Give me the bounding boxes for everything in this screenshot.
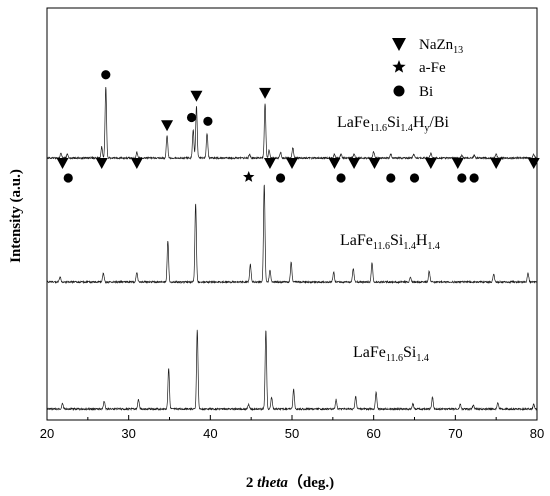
legend-triangle-icon (392, 38, 406, 51)
nazn13-marker (286, 158, 298, 169)
x-tick-label: 20 (40, 426, 54, 441)
nazn13-marker (56, 158, 69, 169)
x-axis-title: 2 theta（deg.) (246, 473, 334, 491)
nazn13-marker (328, 158, 341, 169)
pattern-traces (46, 86, 538, 412)
nazn13-marker (190, 90, 203, 102)
bi-marker (409, 173, 420, 183)
x-tick-label: 70 (448, 426, 462, 441)
x-tick-label: 30 (121, 426, 135, 441)
x-tick-label: 50 (285, 426, 299, 441)
bi-marker (63, 173, 73, 183)
legend-circle-icon (393, 85, 405, 97)
x-tick-label: 40 (203, 426, 217, 441)
legend-label: a-Fe (419, 60, 446, 76)
nazn13-marker (263, 158, 276, 169)
peak-markers (56, 70, 540, 183)
nazn13-marker (451, 158, 464, 169)
legend-star-icon (392, 60, 406, 73)
x-axis-ticks: 20 30 40 50 60 70 80 (40, 415, 544, 441)
alpha-fe-marker (243, 171, 255, 182)
legend-label: NaZn13 (419, 37, 463, 56)
nazn13-marker (95, 158, 108, 169)
legend: NaZn13 a-Fe Bi (392, 37, 463, 100)
x-axis-title-post: （deg.) (288, 473, 334, 491)
pattern-line-0 (46, 329, 538, 412)
bi-marker (186, 112, 197, 123)
nazn13-marker (259, 87, 272, 99)
y-axis-title: Intensity (a.u.) (8, 169, 24, 263)
bi-marker (336, 173, 346, 183)
bi-marker (386, 173, 396, 183)
nazn13-marker (348, 158, 361, 169)
nazn13-marker (130, 158, 143, 169)
nazn13-marker (368, 158, 381, 169)
bi-marker (203, 116, 213, 126)
sample-label-2: LaFe11.6Si1.4Hy/Bi (337, 114, 450, 134)
sample-label-1: LaFe11.6Si1.4H1.4 (340, 232, 440, 252)
nazn13-marker (490, 158, 503, 169)
bi-marker (457, 173, 467, 183)
pattern-line-1 (46, 184, 538, 285)
x-tick-label: 80 (530, 426, 544, 441)
x-tick-label: 60 (366, 426, 380, 441)
bi-marker (469, 173, 479, 183)
nazn13-marker (424, 158, 437, 169)
pattern-line-2 (46, 86, 538, 161)
bi-marker (275, 173, 286, 183)
nazn13-marker (527, 158, 540, 169)
sample-label-0: LaFe11.6Si1.4 (353, 344, 429, 364)
x-axis-title-italic: theta (257, 475, 288, 491)
sample-labels: LaFe11.6Si1.4 LaFe11.6Si1.4H1.4 LaFe11.6Si… (337, 114, 450, 364)
plot-frame (46, 7, 538, 421)
nazn13-marker (161, 120, 174, 132)
x-axis-title-pre: 2 (246, 475, 257, 491)
bi-marker (101, 70, 111, 80)
legend-label: Bi (419, 84, 433, 100)
